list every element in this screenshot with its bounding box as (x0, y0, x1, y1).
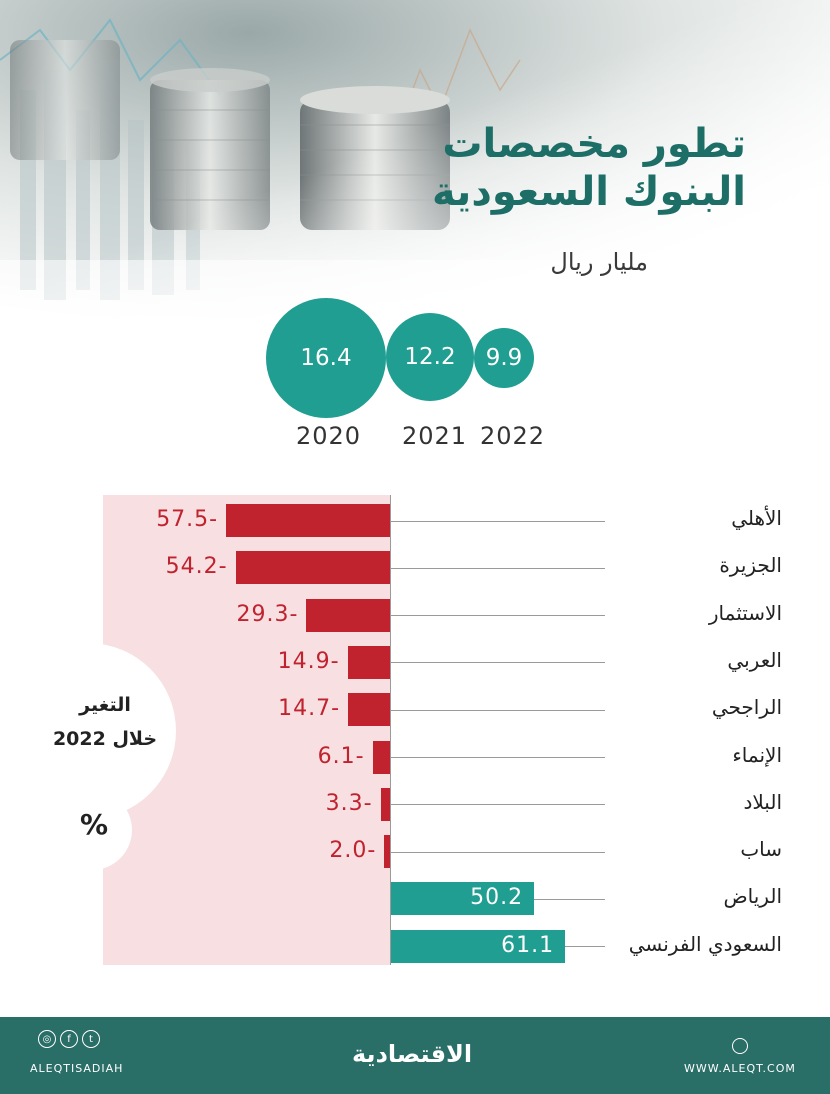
title-line-1: تطور مخصصات (442, 121, 746, 167)
brand-logo: الاقتصادية (352, 1040, 473, 1068)
change-label: التغير خلال 2022 (40, 688, 170, 756)
value-label: 14.9- (277, 648, 340, 674)
value-label: 61.1 (501, 932, 555, 958)
instagram-icon[interactable]: ◎ (38, 1030, 56, 1048)
web-icon[interactable] (732, 1038, 748, 1054)
row-leader-line (390, 567, 605, 569)
bar (380, 787, 390, 821)
value-label: 14.7- (278, 696, 341, 722)
bubble-2021: 12.2 (386, 313, 474, 401)
zero-axis (390, 495, 391, 965)
bar (391, 929, 566, 963)
row-leader-line (390, 662, 605, 664)
bank-label: الاستثمار (708, 600, 782, 625)
value-label: 2.0- (329, 838, 377, 864)
row-leader-line (390, 757, 605, 758)
change-label-line-1: التغير (79, 694, 131, 716)
bank-label: البلاد (743, 789, 782, 814)
row-leader-line (390, 851, 605, 853)
row-leader-line (390, 804, 605, 806)
bank-label: الجزيرة (719, 553, 782, 578)
bar (372, 740, 390, 774)
value-label: 29.3- (236, 601, 299, 627)
bar (235, 551, 390, 585)
website-link[interactable]: WWW.ALEQT.COM (684, 1062, 796, 1075)
chart-title: تطور مخصصات البنوك السعودية (432, 120, 746, 216)
bar (226, 504, 390, 537)
bank-label: السعودي الفرنسي (628, 931, 782, 956)
unit-label: مليار ريال (550, 248, 648, 276)
facebook-icon[interactable]: f (60, 1030, 78, 1048)
row-leader-line (390, 615, 605, 617)
value-label: 50.2 (470, 885, 524, 911)
percent-circle (52, 790, 132, 870)
bank-label: الإنماء (732, 742, 782, 767)
bubble-2020: 16.4 (266, 298, 386, 418)
bubble-2022: 9.9 (474, 328, 534, 388)
value-label: 57.5- (156, 507, 219, 532)
row-leader-line (390, 520, 605, 522)
bar (347, 645, 390, 679)
footer (0, 1017, 830, 1094)
year-2020: 2020 (296, 422, 362, 450)
year-2021: 2021 (402, 422, 468, 450)
bar (306, 598, 390, 632)
side-label-circle (0, 643, 176, 819)
value-label: 3.3- (325, 790, 373, 816)
bank-label: الأهلي (731, 506, 782, 530)
title-line-2: البنوك السعودية (432, 169, 746, 215)
row-leader-line (390, 709, 605, 711)
twitter-icon[interactable]: t (82, 1030, 100, 1048)
social-handle[interactable]: ALEQTISADIAH (30, 1062, 124, 1075)
bank-label: ساب (740, 837, 782, 862)
bar (384, 835, 390, 869)
percent-sign: % (80, 808, 109, 841)
bank-label: الراجحي (711, 695, 782, 720)
bar (391, 882, 535, 916)
bank-label: الرياض (723, 884, 782, 909)
year-2022: 2022 (480, 422, 546, 450)
value-label: 6.1- (317, 743, 365, 769)
change-label-line-2: خلال 2022 (52, 728, 158, 750)
bar (348, 693, 390, 727)
value-label: 54.2- (165, 554, 228, 580)
social-icons: ◎ f t (38, 1030, 100, 1048)
bank-label: العربي (727, 647, 782, 672)
